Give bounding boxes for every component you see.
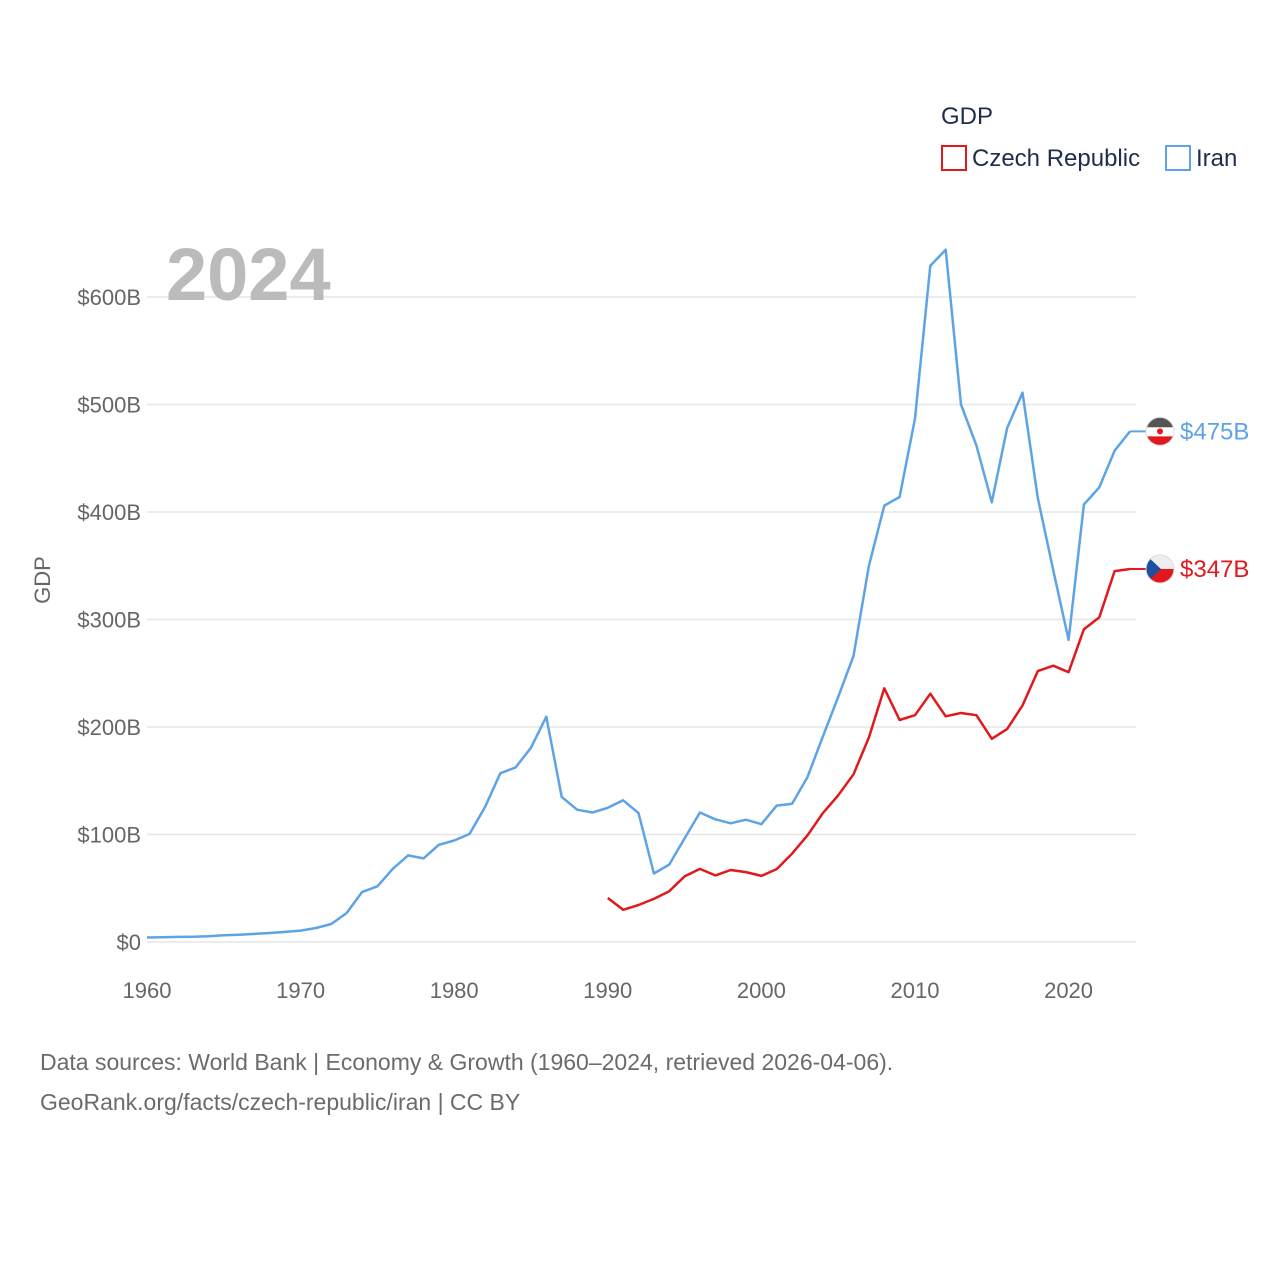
- y-tick-label: $200B: [77, 715, 141, 740]
- legend-swatch-czech-republic: [941, 145, 967, 171]
- y-tick-label: $600B: [77, 285, 141, 310]
- x-tick-label: 1980: [430, 978, 479, 1003]
- x-tick-label: 2000: [737, 978, 786, 1003]
- legend: GDP Czech Republic Iran: [941, 103, 1237, 172]
- y-tick-label: $400B: [77, 500, 141, 525]
- legend-entry-iran: Iran: [1196, 145, 1237, 172]
- x-tick-label: 1990: [583, 978, 632, 1003]
- end-value-label-czech-republic: $347B: [1180, 556, 1249, 583]
- source-line-1: Data sources: World Bank | Economy & Gro…: [40, 1049, 894, 1075]
- source-line-2: GeoRank.org/facts/czech-republic/iran | …: [40, 1089, 521, 1115]
- end-value-label-iran: $475B: [1180, 418, 1249, 445]
- czech-republic-flag-icon: [1145, 554, 1175, 584]
- legend-title: GDP: [941, 103, 993, 130]
- end-markers: $475B $347B: [1130, 416, 1249, 584]
- y-axis-ticks: $0 $100B $200B $300B $400B $500B $600B: [77, 285, 141, 955]
- x-tick-label: 1960: [123, 978, 172, 1003]
- series-line-czech-republic: [607, 567, 1131, 912]
- iran-flag-icon: [1145, 416, 1175, 446]
- series-line-iran: [146, 248, 1131, 939]
- x-tick-label: 2020: [1044, 978, 1093, 1003]
- y-axis-title: GDP: [30, 556, 55, 604]
- gridlines: [147, 296, 1136, 943]
- legend-entry-czech-republic: Czech Republic: [972, 145, 1140, 172]
- source-note: Data sources: World Bank | Economy & Gro…: [40, 1042, 893, 1122]
- x-tick-label: 2010: [890, 978, 939, 1003]
- x-axis-ticks: 1960 1970 1980 1990 2000 2010 2020: [123, 978, 1094, 1003]
- y-tick-label: $300B: [77, 608, 141, 633]
- year-label: 2024: [166, 233, 331, 316]
- y-tick-label: $100B: [77, 823, 141, 848]
- y-tick-label: $500B: [77, 393, 141, 418]
- legend-swatch-iran: [1165, 145, 1191, 171]
- x-tick-label: 1970: [276, 978, 325, 1003]
- y-tick-label: $0: [117, 930, 141, 955]
- series-lines: [146, 248, 1131, 939]
